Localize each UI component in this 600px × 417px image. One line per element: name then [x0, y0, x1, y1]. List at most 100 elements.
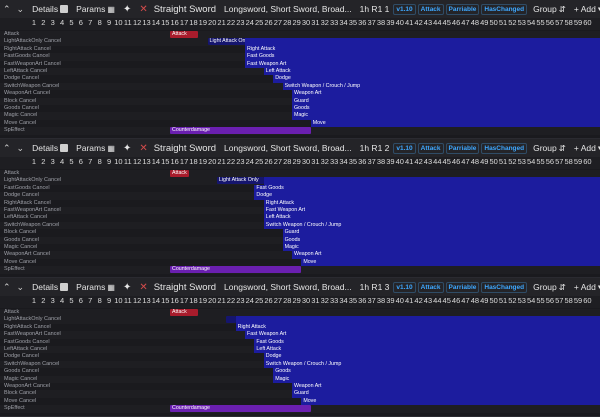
track-row[interactable]: Attack: [0, 170, 600, 177]
cancel-window[interactable]: [245, 53, 600, 61]
chevron-down-icon[interactable]: ⌄: [16, 3, 25, 14]
weapons-dropdown[interactable]: Longsword, Short Sword, Broad...: [224, 282, 352, 292]
expand-icon[interactable]: ✦: [122, 142, 132, 154]
details-button[interactable]: Details: [29, 139, 71, 157]
track-row[interactable]: LightAttackOnly Cancel: [0, 177, 600, 184]
cancel-window[interactable]: [282, 229, 600, 237]
cancel-window[interactable]: [291, 97, 600, 105]
cancel-window[interactable]: [263, 207, 600, 215]
chevron-down-icon[interactable]: ⌄: [16, 281, 25, 292]
attack-bar[interactable]: Attack: [170, 31, 199, 38]
track-row[interactable]: Dodge Cancel: [0, 353, 600, 360]
track-row[interactable]: RightAttack Cancel: [0, 46, 600, 53]
expand-icon[interactable]: ✦: [122, 3, 132, 15]
attack-bar[interactable]: Attack: [170, 309, 199, 316]
track-row[interactable]: Block Cancel: [0, 390, 600, 397]
cancel-window[interactable]: [263, 68, 600, 76]
speffect-bar[interactable]: Counterdamage: [170, 266, 302, 274]
speffect-bar[interactable]: Counterdamage: [170, 127, 311, 135]
cancel-window[interactable]: [235, 323, 600, 332]
track-row[interactable]: Goods Cancel: [0, 237, 600, 244]
changed-badge[interactable]: HasChanged: [481, 3, 528, 15]
track-row[interactable]: SpEffect: [0, 127, 600, 134]
cancel-window[interactable]: [263, 221, 600, 230]
speffect-bar[interactable]: Counterdamage: [170, 405, 311, 413]
cancel-window[interactable]: [282, 236, 600, 244]
cancel-window[interactable]: [245, 60, 600, 68]
add-button[interactable]: + Add ▾: [571, 139, 600, 157]
track-row[interactable]: SwitchWeapon Cancel: [0, 222, 600, 229]
close-icon[interactable]: ✕: [139, 3, 148, 15]
expand-icon[interactable]: ✦: [122, 281, 132, 293]
add-button[interactable]: + Add ▾: [571, 278, 600, 296]
chevron-up-icon[interactable]: ⌃: [3, 3, 11, 14]
cancel-window[interactable]: [282, 244, 600, 252]
parriable-badge[interactable]: Parriable: [445, 142, 480, 154]
track-row[interactable]: Move Cancel: [0, 259, 600, 266]
cancel-window[interactable]: [263, 199, 600, 207]
track-row[interactable]: WeaponArt Cancel: [0, 383, 600, 390]
track-row[interactable]: FastWeaponArt Cancel: [0, 61, 600, 68]
parriable-badge[interactable]: Parriable: [445, 3, 480, 15]
cancel-window[interactable]: [254, 338, 600, 346]
track-row[interactable]: Dodge Cancel: [0, 192, 600, 199]
track-row[interactable]: FastGoods Cancel: [0, 53, 600, 60]
track-row[interactable]: Goods Cancel: [0, 368, 600, 375]
light-attack-bar[interactable]: [226, 316, 236, 324]
params-button[interactable]: Params ▦: [73, 0, 118, 18]
changed-badge[interactable]: HasChanged: [481, 281, 528, 293]
parriable-badge[interactable]: Parriable: [445, 281, 480, 293]
cancel-window[interactable]: [245, 45, 600, 54]
track-row[interactable]: Magic Cancel: [0, 376, 600, 383]
cancel-window[interactable]: [245, 38, 600, 46]
group-button[interactable]: Group ⇵: [530, 278, 569, 296]
attack-badge[interactable]: Attack: [417, 281, 444, 293]
details-button[interactable]: Details: [29, 278, 71, 296]
cancel-window[interactable]: [273, 75, 600, 83]
cancel-window[interactable]: [291, 90, 600, 98]
close-icon[interactable]: ✕: [139, 142, 148, 154]
track-row[interactable]: Attack: [0, 309, 600, 316]
group-button[interactable]: Group ⇵: [530, 0, 569, 18]
details-button[interactable]: Details: [29, 0, 71, 18]
cancel-window[interactable]: [291, 112, 600, 120]
track-row[interactable]: Goods Cancel: [0, 105, 600, 112]
cancel-window[interactable]: [291, 105, 600, 113]
chevron-down-icon[interactable]: ⌄: [16, 142, 25, 153]
track-row[interactable]: SpEffect: [0, 405, 600, 412]
cancel-window[interactable]: [263, 177, 600, 185]
light-attack-bar[interactable]: Light Attack Only: [216, 177, 264, 185]
move-name[interactable]: 1h R1 2: [359, 143, 390, 153]
cancel-window[interactable]: [301, 397, 600, 406]
track-row[interactable]: WeaponArt Cancel: [0, 90, 600, 97]
track-row[interactable]: Magic Cancel: [0, 112, 600, 119]
changed-badge[interactable]: HasChanged: [481, 142, 528, 154]
cancel-window[interactable]: [254, 184, 600, 193]
cancel-window[interactable]: [282, 82, 600, 91]
track-row[interactable]: LeftAttack Cancel: [0, 214, 600, 221]
track-row[interactable]: Move Cancel: [0, 398, 600, 405]
cancel-window[interactable]: [263, 353, 600, 361]
chevron-up-icon[interactable]: ⌃: [3, 281, 11, 292]
cancel-window[interactable]: [273, 368, 600, 376]
weapons-dropdown[interactable]: Longsword, Short Sword, Broad...: [224, 143, 352, 153]
cancel-window[interactable]: [254, 192, 600, 200]
chevron-up-icon[interactable]: ⌃: [3, 142, 11, 153]
cancel-window[interactable]: [273, 375, 600, 383]
cancel-window[interactable]: [235, 316, 600, 324]
track-row[interactable]: FastGoods Cancel: [0, 339, 600, 346]
add-button[interactable]: + Add ▾: [571, 0, 600, 18]
track-row[interactable]: Dodge Cancel: [0, 75, 600, 82]
track-row[interactable]: LeftAttack Cancel: [0, 68, 600, 75]
cancel-window[interactable]: [254, 346, 600, 354]
track-row[interactable]: Move Cancel: [0, 120, 600, 127]
cancel-window[interactable]: [301, 258, 600, 267]
track-row[interactable]: SwitchWeapon Cancel: [0, 361, 600, 368]
track-row[interactable]: Block Cancel: [0, 98, 600, 105]
track-row[interactable]: SwitchWeapon Cancel: [0, 83, 600, 90]
track-row[interactable]: FastWeaponArt Cancel: [0, 331, 600, 338]
track-row[interactable]: WeaponArt Cancel: [0, 251, 600, 258]
track-row[interactable]: SpEffect: [0, 266, 600, 273]
cancel-window[interactable]: [310, 119, 600, 128]
move-name[interactable]: 1h R1 3: [359, 282, 390, 292]
